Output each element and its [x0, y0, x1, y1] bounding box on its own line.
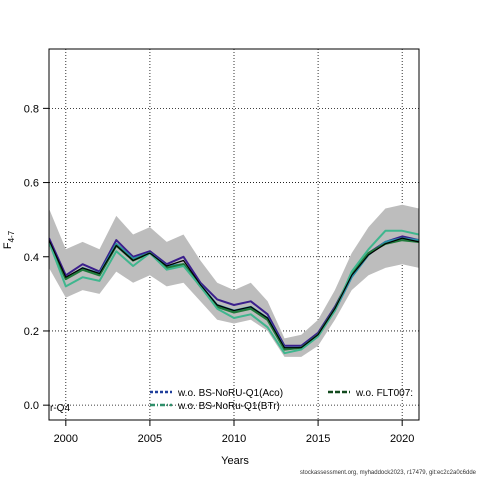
y-axis-label: F4-7	[2, 230, 16, 249]
y-axis-label-main: F	[2, 242, 14, 249]
footer-credit: stockassessment.org, myhaddock2023, r174…	[299, 470, 476, 476]
partial-legend-label: r-Q4	[50, 403, 70, 414]
grid-lines	[49, 49, 419, 420]
series-line	[49, 229, 419, 355]
series-line	[49, 237, 419, 349]
legend-label: w.o. FLT007:	[355, 388, 413, 399]
x-tick-label: 2010	[222, 433, 246, 445]
series-lines	[49, 229, 419, 355]
x-axis-label: Years	[221, 455, 249, 467]
legend-label: w.o. BS-NoRU-Q1(Aco)	[177, 388, 283, 399]
y-tick-label: 0.4	[24, 252, 39, 264]
y-tick-label: 0.0	[24, 400, 39, 412]
x-tick-label: 2005	[138, 433, 162, 445]
x-tick-label: 2000	[54, 433, 78, 445]
y-tick-label: 0.8	[24, 103, 39, 115]
x-tick-label: 2020	[390, 433, 414, 445]
x-axis: 2000 2005 2010 2015 2020	[54, 420, 414, 445]
legend: w.o. BS-NoRU-Q1(Aco) w.o. BS-NoRu-Q1(BTr)…	[150, 388, 413, 412]
y-tick-label: 0.2	[24, 326, 39, 338]
y-axis-label-sub: 4-7	[7, 230, 16, 242]
y-tick-label: 0.6	[24, 178, 39, 190]
x-tick-label: 2015	[306, 433, 330, 445]
legend-label: w.o. BS-NoRu-Q1(BTr)	[177, 401, 280, 412]
y-axis: 0.0 0.2 0.4 0.6 0.8	[24, 103, 49, 412]
